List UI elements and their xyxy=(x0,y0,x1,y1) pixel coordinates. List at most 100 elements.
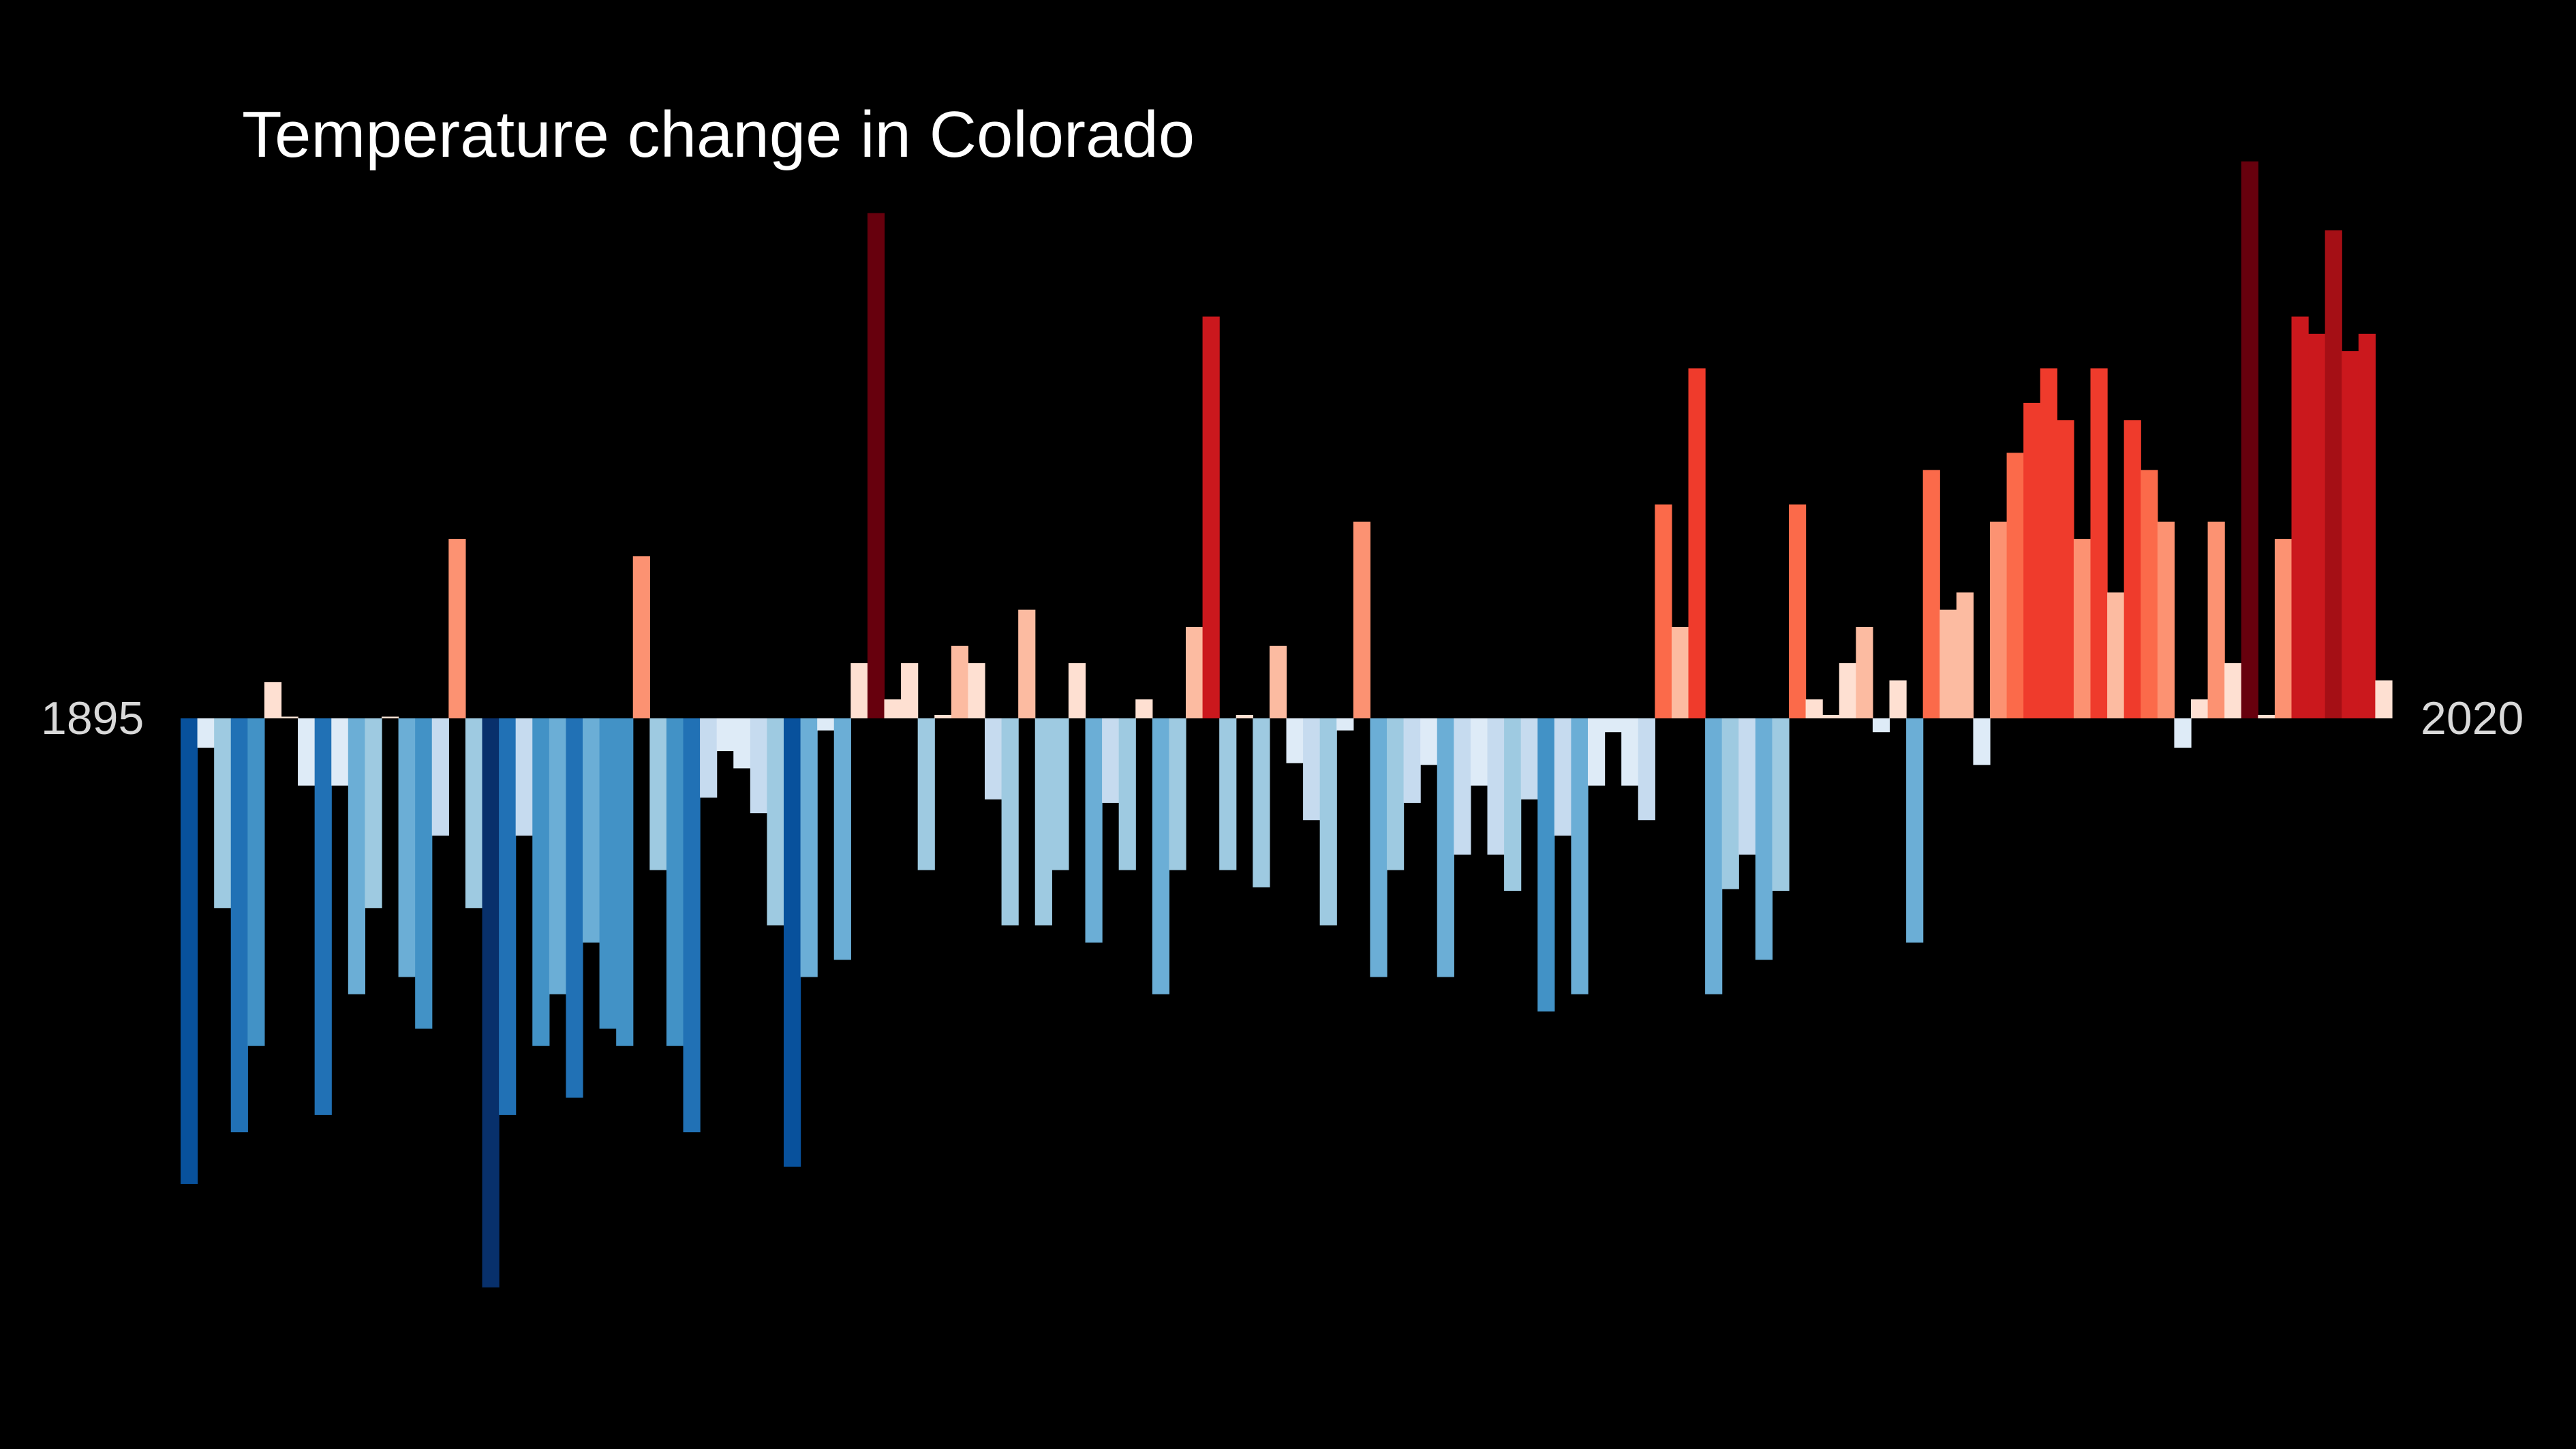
bar-1978 xyxy=(1571,718,1589,994)
bar-1989 xyxy=(1755,718,1773,960)
bar-1979 xyxy=(1588,718,1606,786)
bar-1895 xyxy=(181,718,198,1185)
bar-1998 xyxy=(1906,718,1924,943)
bar-1981 xyxy=(1621,718,1639,786)
bar-1951 xyxy=(1118,718,1136,870)
bar-1948 xyxy=(1068,663,1086,718)
bar-1911 xyxy=(448,538,466,718)
bar-1921 xyxy=(616,718,634,1046)
bar-1900 xyxy=(264,682,282,718)
bar-1971 xyxy=(1454,718,1471,855)
bar-1925 xyxy=(683,718,701,1133)
bar-1945 xyxy=(1018,609,1036,718)
bar-1949 xyxy=(1085,718,1103,943)
bar-1992 xyxy=(1805,699,1823,718)
bar-1969 xyxy=(1420,718,1438,765)
bar-2009 xyxy=(2090,368,2108,718)
bar-1980 xyxy=(1604,718,1622,733)
bar-1982 xyxy=(1638,718,1655,821)
bar-1991 xyxy=(1789,504,1807,718)
bar-1920 xyxy=(599,718,617,1029)
bar-2024 xyxy=(2342,351,2359,718)
bar-1915 xyxy=(515,718,533,836)
bar-1897 xyxy=(214,718,232,909)
bar-1938 xyxy=(901,663,919,718)
bar-1905 xyxy=(348,718,366,994)
bar-2015 xyxy=(2191,699,2209,718)
bar-2020 xyxy=(2274,538,2293,718)
bar-1947 xyxy=(1052,718,1069,870)
end-year-label: 2020 xyxy=(2421,692,2524,744)
bar-1930 xyxy=(767,718,784,926)
bar-1935 xyxy=(850,663,868,718)
bar-1983 xyxy=(1655,504,1672,718)
bar-2004 xyxy=(2006,453,2024,718)
bar-2019 xyxy=(2258,714,2275,718)
bar-2021 xyxy=(2291,316,2309,718)
bar-1986 xyxy=(1705,718,1723,994)
bar-1987 xyxy=(1721,718,1739,889)
bar-1997 xyxy=(1889,680,1907,718)
bar-1960 xyxy=(1269,645,1287,718)
bar-1943 xyxy=(985,718,1002,799)
bar-2000 xyxy=(1939,609,1957,718)
bar-1996 xyxy=(1872,718,1890,733)
bar-2018 xyxy=(2241,161,2258,718)
bar-1931 xyxy=(784,718,801,1167)
bar-1939 xyxy=(917,718,935,870)
bar-1904 xyxy=(331,718,349,786)
bar-1941 xyxy=(951,645,969,718)
bar-1918 xyxy=(566,718,583,1098)
bar-1984 xyxy=(1671,626,1689,718)
bar-1928 xyxy=(733,718,751,769)
bar-1995 xyxy=(1856,626,1873,718)
bar-1922 xyxy=(632,556,650,718)
bar-1914 xyxy=(499,718,517,1115)
bar-2026 xyxy=(2375,680,2393,718)
bar-1907 xyxy=(382,716,399,718)
bar-1929 xyxy=(750,718,768,814)
bar-2008 xyxy=(2073,538,2091,718)
bar-1934 xyxy=(833,718,851,960)
bar-1970 xyxy=(1437,718,1454,977)
bar-1908 xyxy=(398,718,416,977)
bar-1902 xyxy=(298,718,316,786)
bar-1993 xyxy=(1822,714,1840,718)
bar-1972 xyxy=(1470,718,1488,786)
bar-1976 xyxy=(1537,718,1555,1012)
bar-1926 xyxy=(700,718,718,798)
bar-1974 xyxy=(1504,718,1522,891)
bar-1899 xyxy=(247,718,265,1046)
bar-1962 xyxy=(1303,718,1321,821)
bar-2005 xyxy=(2023,403,2041,718)
bar-1953 xyxy=(1152,718,1170,994)
bar-1944 xyxy=(1001,718,1019,926)
bar-2003 xyxy=(1990,521,2008,718)
bar-2006 xyxy=(2040,368,2057,718)
bar-1912 xyxy=(465,718,483,909)
bar-1910 xyxy=(431,718,449,836)
bar-1950 xyxy=(1102,718,1120,803)
bar-1961 xyxy=(1286,718,1304,763)
bar-1954 xyxy=(1169,718,1186,870)
bar-1896 xyxy=(197,718,215,748)
bar-1917 xyxy=(549,718,567,994)
bar-1968 xyxy=(1403,718,1421,803)
bar-1946 xyxy=(1034,718,1052,926)
bar-1988 xyxy=(1738,718,1756,855)
bar-2002 xyxy=(1973,718,1991,765)
bar-1903 xyxy=(314,718,332,1115)
bar-1924 xyxy=(666,718,684,1046)
start-year-label: 1895 xyxy=(41,692,144,744)
bar-1919 xyxy=(583,718,600,943)
bar-1932 xyxy=(800,718,818,977)
bar-1955 xyxy=(1186,626,1203,718)
bar-1936 xyxy=(867,213,885,719)
bar-1999 xyxy=(1922,470,1940,718)
bar-2013 xyxy=(2157,521,2175,718)
bar-1923 xyxy=(649,718,667,870)
bar-1959 xyxy=(1253,718,1270,887)
bar-2023 xyxy=(2325,230,2342,718)
bar-1937 xyxy=(884,699,902,718)
